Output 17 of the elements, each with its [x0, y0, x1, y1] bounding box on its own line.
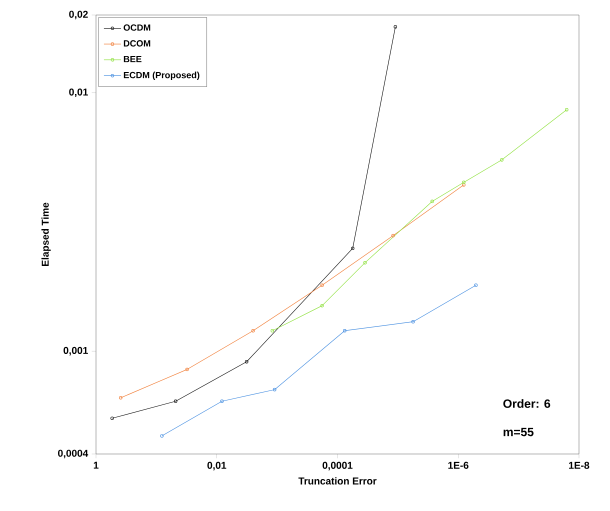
x-tick-label: 1E-6 [448, 462, 468, 469]
x-tick-label: 1E-8 [569, 462, 590, 469]
legend-label: OCDM [124, 24, 150, 31]
legend-label: BEE [124, 56, 142, 62]
y-tick-label: 0,01 [69, 88, 88, 98]
annotation: Order: 6 [503, 399, 550, 408]
y-axis-title: Elapsed Time [41, 202, 51, 266]
annotation: m=55 [504, 428, 534, 436]
legend-label: DCOM [124, 40, 150, 47]
x-tick-label: 0,01 [207, 462, 226, 470]
x-axis-title: Truncation Error [298, 477, 377, 485]
x-tick-label: 0,0001 [322, 462, 353, 470]
x-tick-label: 1 [94, 462, 99, 469]
legend-label: ECDM (Proposed) [124, 72, 200, 80]
y-tick-label: 0,02 [69, 10, 88, 20]
y-tick-label: 0,001 [64, 346, 88, 356]
y-tick-label: 0,0004 [58, 450, 88, 458]
